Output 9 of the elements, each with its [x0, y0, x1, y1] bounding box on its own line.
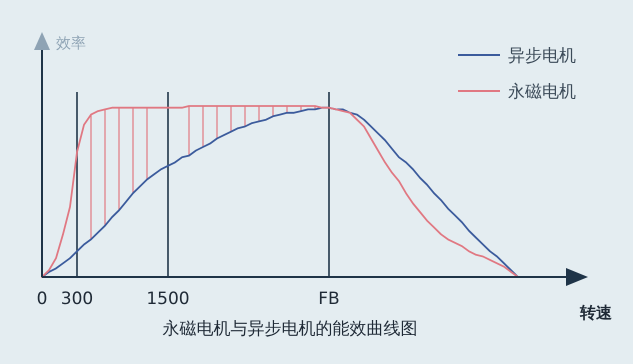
- x-tick-label: 300: [60, 289, 94, 309]
- x-tick-label: 1500: [146, 289, 190, 309]
- text: 永磁电机与异步电机的能效曲线图: [162, 319, 418, 339]
- legend-label: 永磁电机: [508, 82, 576, 102]
- x-axis-title: 转速: [579, 303, 613, 322]
- x-tick-label: FB: [318, 289, 340, 309]
- y-axis-title: 效率: [56, 34, 86, 52]
- x-tick-label: 0: [36, 289, 48, 309]
- legend-label: 异步电机: [508, 46, 576, 66]
